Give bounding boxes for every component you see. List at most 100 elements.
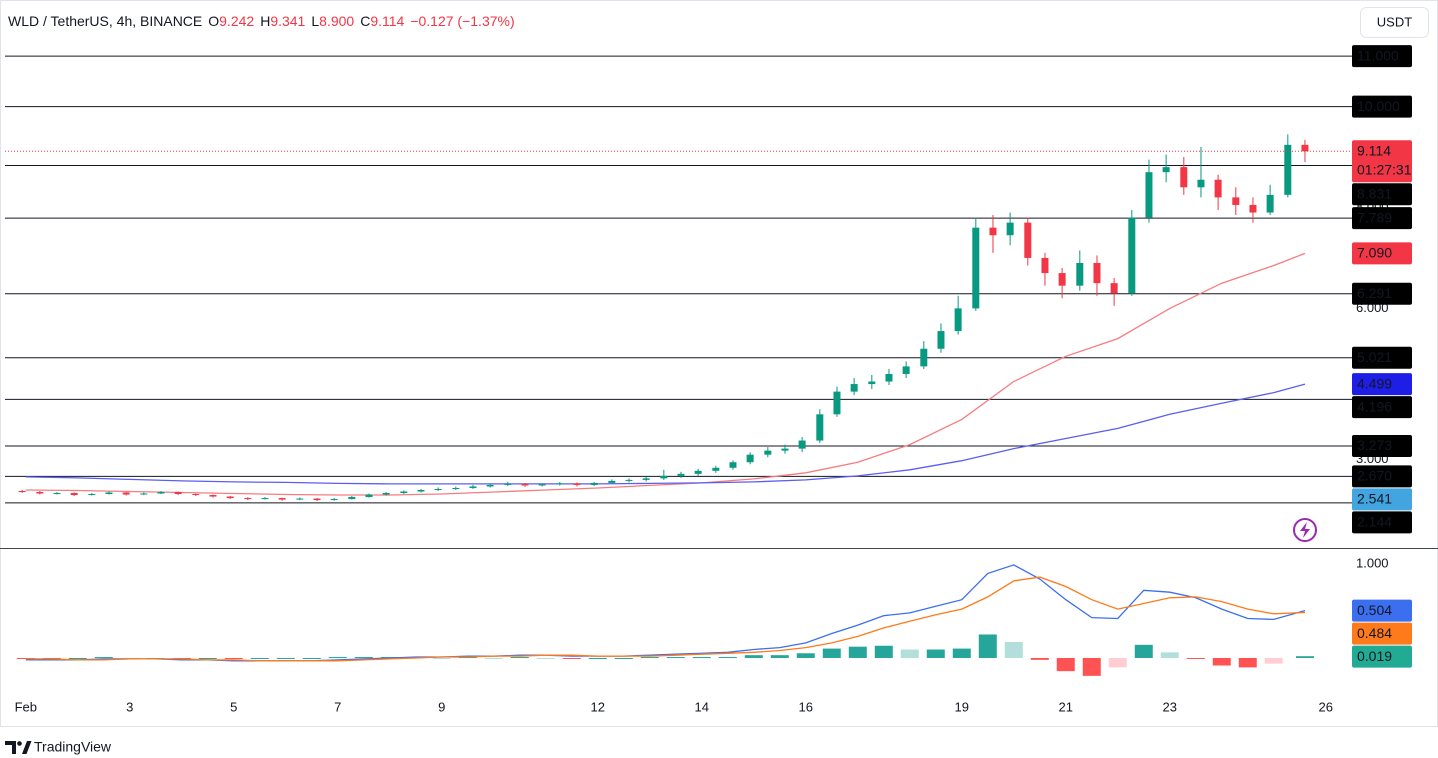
- histogram-bar: [1186, 657, 1205, 659]
- chart-frame: [0, 0, 1438, 727]
- ohlc-value: 9.242: [219, 13, 254, 29]
- histogram-bar: [588, 657, 607, 659]
- histogram-bar: [1030, 657, 1049, 660]
- alert-bolt: [1300, 522, 1310, 538]
- histogram-bar: [822, 648, 841, 658]
- candle-body: [209, 495, 217, 497]
- candle-body: [140, 493, 148, 495]
- histogram-bar: [484, 657, 503, 659]
- price-label-box: [1352, 346, 1412, 369]
- price-label: 4.499: [1357, 375, 1392, 391]
- histogram-bar: [198, 657, 217, 659]
- histogram-bar: [1082, 657, 1101, 676]
- histogram-bar: [432, 657, 451, 659]
- price-label-box: [1352, 511, 1412, 534]
- x-tick-label: Feb: [15, 699, 37, 714]
- candle-body: [157, 492, 165, 494]
- candle-body: [452, 487, 460, 489]
- histogram-bar: [94, 657, 113, 659]
- x-tick-label: 19: [955, 699, 969, 714]
- ohlc-value: 9.341: [270, 13, 305, 29]
- candle-body: [729, 462, 737, 468]
- candle-body: [781, 448, 789, 451]
- candle-body: [261, 498, 269, 500]
- candle-body: [920, 348, 928, 367]
- moving-average: [25, 252, 1306, 496]
- candle-body: [1006, 222, 1014, 236]
- candle-body: [660, 475, 668, 479]
- candle-body: [972, 227, 980, 309]
- x-tick-label: 23: [1163, 699, 1177, 714]
- currency-label[interactable]: USDT: [1377, 14, 1412, 29]
- price-label: 2.541: [1357, 491, 1392, 507]
- price-label: 2.670: [1357, 468, 1392, 484]
- histogram-bar: [614, 657, 633, 659]
- symbol: WLD / TetherUS, 4h, BINANCE: [8, 13, 202, 29]
- ohlc-letter: O: [208, 13, 219, 29]
- candle-body: [538, 484, 546, 486]
- alert-icon[interactable]: [1293, 518, 1317, 542]
- price-label: 9.114: [1357, 142, 1391, 158]
- price-label: 2.144: [1357, 514, 1392, 530]
- change: −0.127 (−1.37%): [410, 13, 514, 29]
- candle-body: [417, 489, 425, 492]
- histogram-bar: [562, 657, 581, 659]
- candle-body: [677, 473, 685, 476]
- x-tick-label: 3: [126, 699, 133, 714]
- x-tick-label: 14: [695, 699, 709, 714]
- candle-body: [365, 494, 373, 498]
- histogram-bar: [978, 634, 997, 658]
- price-label-box: [1352, 140, 1412, 183]
- histogram-bar: [1264, 657, 1283, 664]
- candle-body: [174, 492, 182, 495]
- price-label: 4.196: [1357, 398, 1392, 414]
- price-label: 8.831: [1357, 185, 1392, 201]
- candle-body: [313, 498, 321, 501]
- candle-body: [1284, 144, 1292, 195]
- price-label-box: [1352, 207, 1412, 230]
- candle-body: [1162, 167, 1170, 173]
- price-label-box: [1352, 45, 1412, 68]
- histogram-bar: [770, 655, 789, 658]
- price-label: 7.789: [1357, 209, 1392, 225]
- histogram-bar: [900, 649, 919, 658]
- branding: TradingView: [34, 739, 112, 755]
- price-label: 7.090: [1357, 245, 1392, 261]
- countdown-label: 01:27:31: [1357, 161, 1412, 177]
- candle-body: [1076, 262, 1084, 286]
- candle-body: [712, 467, 720, 471]
- candle-body: [833, 391, 841, 415]
- candle-body: [850, 384, 858, 392]
- candle-body: [642, 478, 650, 480]
- price-label-box: [1352, 465, 1412, 488]
- histogram-bar: [718, 657, 737, 659]
- histogram-bar: [354, 657, 373, 659]
- histogram-bar: [1160, 652, 1179, 658]
- candle-body: [53, 493, 61, 495]
- price-label: 11.000: [1357, 47, 1399, 63]
- header: WLD / TetherUS, 4h, BINANCE O9.242 H9.341 L…: [8, 13, 515, 29]
- price-label: 0.504: [1357, 602, 1392, 618]
- ohlc-letter: H: [260, 13, 270, 29]
- candle-body: [868, 381, 876, 385]
- candle-body: [330, 499, 338, 501]
- ohlc-value: 8.900: [319, 13, 354, 29]
- histogram-bar: [874, 645, 893, 658]
- ohlc-letter: L: [311, 13, 319, 29]
- histogram-bar: [1004, 642, 1023, 658]
- histogram-bar: [68, 657, 87, 659]
- candle-body: [278, 498, 286, 500]
- currency-button[interactable]: [1360, 7, 1429, 38]
- candle-body: [764, 450, 772, 455]
- candle-body: [573, 483, 581, 485]
- ohlc-letter: C: [360, 13, 370, 29]
- price-label-box: [1352, 242, 1412, 265]
- candle-body: [1180, 167, 1188, 188]
- histogram-bar: [250, 657, 269, 659]
- price-label-box: [1352, 434, 1412, 457]
- candle-body: [989, 227, 997, 236]
- histogram-bar: [302, 657, 321, 659]
- candle-body: [105, 492, 113, 495]
- histogram-bar: [536, 657, 555, 659]
